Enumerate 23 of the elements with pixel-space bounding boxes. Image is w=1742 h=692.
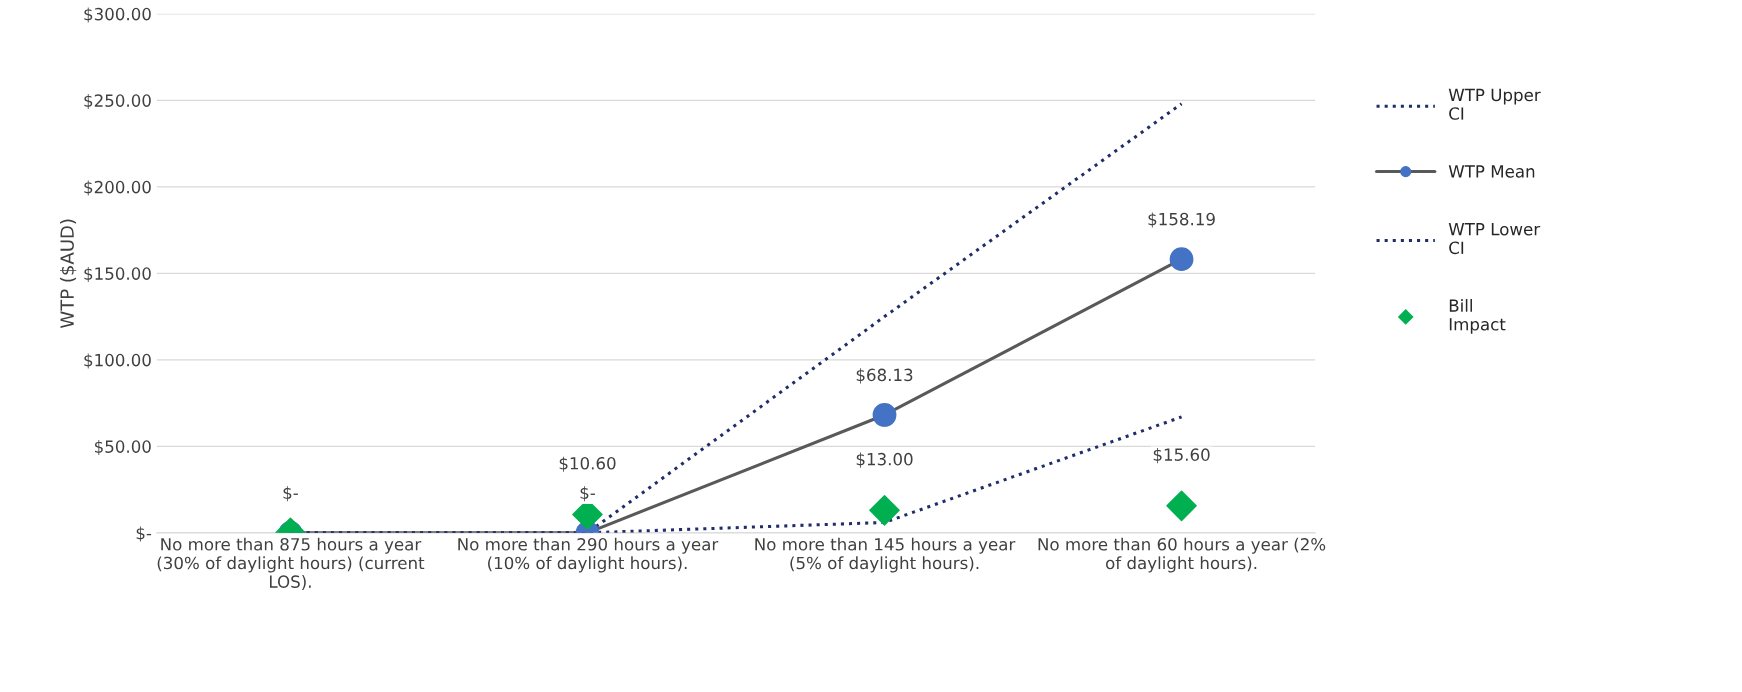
x-tick-label: No more than 290 hours a year (10% of daylight hours). bbox=[458, 537, 719, 573]
y-tick-label: $300.00 bbox=[84, 7, 151, 23]
y-axis-title: WTP ($AUD) bbox=[59, 219, 77, 329]
y-tick-label: $100.00 bbox=[84, 353, 151, 369]
x-tick-label: No more than 875 hours a year (30% of daylight hours) (current LOS). bbox=[157, 537, 425, 590]
data-label: $15.60 bbox=[1153, 448, 1210, 464]
legend-label: WTP Lower CI bbox=[1448, 223, 1541, 255]
data-label: $13.00 bbox=[856, 452, 913, 468]
data-label: $68.13 bbox=[856, 368, 913, 384]
y-tick-label: $150.00 bbox=[84, 267, 151, 283]
data-label: $10.60 bbox=[559, 456, 616, 472]
y-tick-label: $250.00 bbox=[84, 94, 151, 110]
legend-label: Bill Impact bbox=[1449, 299, 1506, 334]
legend-label: WTP Upper CI bbox=[1448, 88, 1541, 120]
y-tick-label: $50.00 bbox=[94, 440, 151, 456]
y-tick-label: $200.00 bbox=[84, 180, 151, 196]
y-tick-label: $- bbox=[136, 526, 152, 542]
legend-label: WTP Mean bbox=[1448, 165, 1535, 178]
data-label: $- bbox=[283, 486, 298, 502]
data-label: $158.19 bbox=[1148, 212, 1215, 228]
x-tick-label: No more than 60 hours a year (2% of daylight hours). bbox=[1038, 537, 1326, 573]
x-tick-label: No more than 145 hours a year (5% of daylight hours). bbox=[755, 537, 1016, 573]
data-label: $- bbox=[580, 486, 595, 502]
